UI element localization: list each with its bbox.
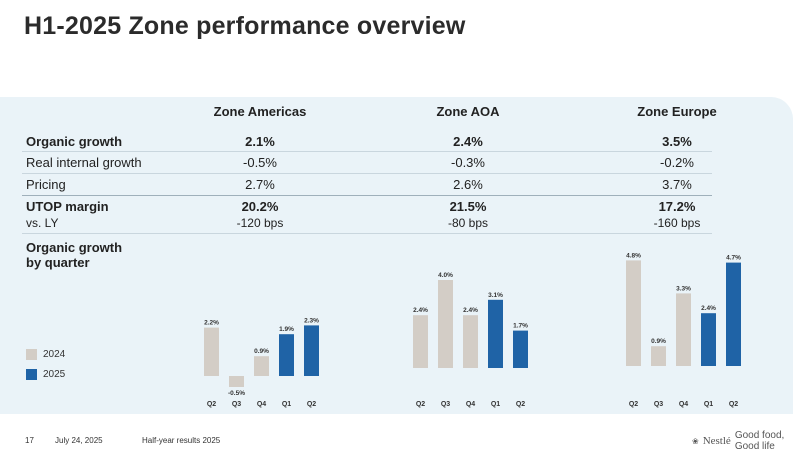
aoa-rig: -0.3% [451, 155, 485, 170]
aoa-vs-ly: -80 bps [447, 216, 489, 230]
europe-quarter-tick: Q3 [654, 401, 663, 408]
legend-swatch-2024 [26, 349, 37, 360]
legend-swatch-2025 [26, 369, 37, 380]
europe-bar-label: 4.8% [626, 252, 641, 259]
europe-bar-2025-q1 [701, 313, 716, 366]
row-divider [22, 233, 712, 234]
americas-quarter-tick: Q2 [307, 401, 316, 408]
zone-header-aoa: Zone AOA [436, 104, 500, 119]
nestle-logo: ❀ Nestlé Good food, Good life [692, 430, 800, 452]
americas-vs-ly: -120 bps [236, 216, 284, 230]
legend-2024: 2024 [26, 349, 65, 360]
americas-utop: 20.2% [241, 199, 279, 214]
footer-date: July 24, 2025 [55, 436, 103, 445]
aoa-bar-label: 2.4% [413, 307, 428, 314]
aoa-bar-2025-q1 [488, 299, 503, 368]
europe-quarter-tick: Q1 [704, 401, 713, 408]
europe-bar-label: 4.7% [726, 255, 741, 262]
aoa-quarter-tick: Q2 [516, 401, 525, 408]
footer-doc-title: Half-year results 2025 [142, 436, 221, 445]
aoa-utop: 21.5% [449, 199, 487, 214]
europe-bar-label: 0.9% [651, 338, 666, 345]
zone-header-europe: Zone Europe [637, 104, 717, 119]
europe-bar-label: 3.3% [676, 285, 691, 292]
aoa-bar-label: 1.7% [513, 323, 528, 330]
og-by-quarter-title: Organic growth by quarter [26, 240, 122, 270]
americas-quarter-tick: Q3 [232, 401, 241, 408]
utop-margin-label: UTOP margin [26, 199, 109, 214]
page-title: H1-2025 Zone performance overview [24, 12, 466, 40]
americas-bar-label: 1.9% [279, 326, 294, 333]
aoa-organic-growth: 2.4% [453, 134, 483, 149]
legend-2025: 2025 [26, 369, 65, 380]
europe-bar-label: 2.4% [701, 305, 716, 312]
aoa-bar-label: 2.4% [463, 307, 478, 314]
americas-rig: -0.5% [243, 155, 277, 170]
row-divider [22, 173, 712, 174]
europe-bar-2024-q4 [676, 293, 691, 366]
pricing-label: Pricing [26, 177, 66, 192]
aoa-bar-2024-q3 [438, 280, 453, 368]
europe-bar-2024-q2 [626, 260, 641, 366]
aoa-bar-2024-q4 [463, 315, 478, 368]
rig-label: Real internal growth [26, 155, 142, 170]
americas-bar-label: -0.5% [228, 390, 245, 397]
europe-bar-2025-q2 [726, 262, 741, 366]
aoa-quarter-tick: Q2 [416, 401, 425, 408]
legend-label-2024: 2024 [43, 349, 66, 360]
americas-bar-2024-q4 [254, 356, 269, 376]
brand-name: Nestlé [702, 435, 731, 447]
americas-pricing: 2.7% [245, 177, 275, 192]
vs-ly-label: vs. LY [26, 216, 59, 230]
americas-organic-growth: 2.1% [245, 134, 275, 149]
americas-bar-2025-q2 [304, 325, 319, 376]
europe-quarter-tick: Q2 [729, 401, 738, 408]
zone-header-americas: Zone Americas [213, 104, 307, 119]
americas-bar-2024-q3 [229, 376, 244, 387]
aoa-bar-2025-q2 [513, 330, 528, 368]
europe-utop: 17.2% [658, 199, 696, 214]
americas-bar-2025-q1 [279, 334, 294, 376]
aoa-bar-2024-q2 [413, 315, 428, 368]
aoa-quarter-tick: Q4 [466, 401, 475, 408]
americas-bar-2024-q2 [204, 327, 219, 376]
americas-quarter-tick: Q4 [257, 401, 266, 408]
aoa-bar-label: 3.1% [488, 292, 503, 299]
europe-rig: -0.2% [660, 155, 694, 170]
row-divider [22, 195, 712, 196]
og-by-quarter-line1: Organic growth [26, 240, 123, 255]
organic-growth-label: Organic growth [26, 134, 123, 149]
aoa-quarter-tick: Q3 [441, 401, 450, 408]
americas-bar-label: 0.9% [254, 348, 269, 355]
americas-bar-label: 2.3% [304, 317, 319, 324]
europe-quarter-tick: Q4 [679, 401, 688, 408]
aoa-quarter-tick: Q1 [491, 401, 500, 408]
nest-icon: ❀ [692, 436, 699, 446]
europe-bar-2024-q3 [651, 346, 666, 366]
aoa-pricing: 2.6% [453, 177, 483, 192]
aoa-bar-label: 4.0% [438, 272, 453, 279]
europe-quarter-tick: Q2 [629, 401, 638, 408]
europe-organic-growth: 3.5% [662, 134, 692, 149]
legend-label-2025: 2025 [43, 369, 66, 380]
brand-tagline: Good food, Good life [734, 430, 785, 452]
og-by-quarter-line2: by quarter [26, 255, 90, 270]
americas-quarter-tick: Q1 [282, 401, 291, 408]
page-number: 17 [25, 436, 34, 445]
americas-bar-label: 2.2% [204, 320, 219, 327]
americas-quarter-tick: Q2 [207, 401, 216, 408]
europe-pricing: 3.7% [662, 177, 692, 192]
row-divider [22, 151, 712, 152]
europe-vs-ly: -160 bps [653, 216, 701, 230]
